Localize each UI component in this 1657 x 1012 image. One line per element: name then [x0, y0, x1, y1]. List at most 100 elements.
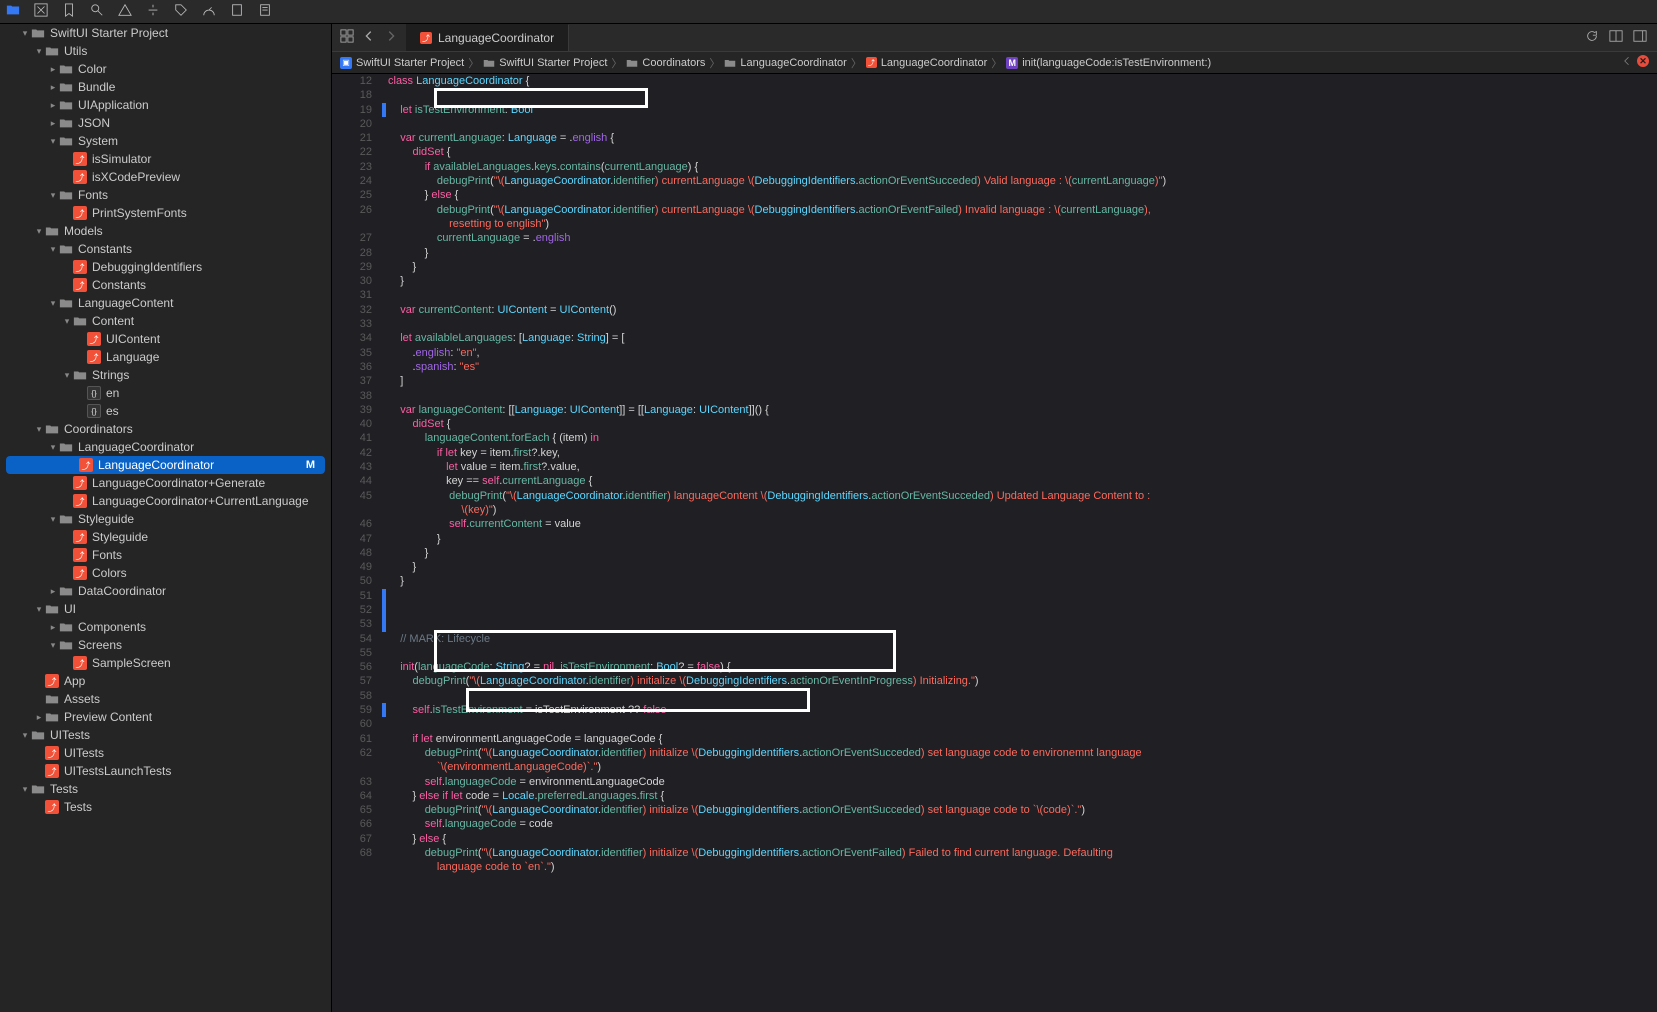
folder-icon: [58, 619, 74, 635]
tree-item-bundle[interactable]: ▸Bundle: [0, 78, 331, 96]
file-navigator[interactable]: ▾SwiftUI Starter Project▾Utils▸Color▸Bun…: [0, 24, 332, 1012]
tree-item-en[interactable]: {}en: [0, 384, 331, 402]
swift-icon: ⤴: [72, 151, 88, 167]
swift-icon: ⤴: [72, 565, 88, 581]
tree-item-tests[interactable]: ⤴Tests: [0, 798, 331, 816]
tree-item-label: Constants: [92, 278, 325, 292]
close-x-icon[interactable]: [34, 3, 48, 20]
tree-item-language[interactable]: ⤴Language: [0, 348, 331, 366]
bookmark-icon[interactable]: [62, 3, 76, 20]
folder-icon: [58, 133, 74, 149]
split-icon[interactable]: [1609, 29, 1623, 46]
tree-item-datacoordinator[interactable]: ▸DataCoordinator: [0, 582, 331, 600]
tree-item-preview-content[interactable]: ▸Preview Content: [0, 708, 331, 726]
forward-icon[interactable]: [384, 29, 398, 46]
tree-item-languagecoordinator-generate[interactable]: ⤴LanguageCoordinator+Generate: [0, 474, 331, 492]
tag-icon[interactable]: [174, 3, 188, 20]
breadcrumb-seg[interactable]: ▣SwiftUI Starter Project: [340, 57, 464, 69]
tree-item-isxcodepreview[interactable]: ⤴isXCodePreview: [0, 168, 331, 186]
panel-icon[interactable]: [1633, 29, 1647, 46]
tree-item-label: Coordinators: [64, 422, 325, 436]
tree-item-label: SwiftUI Starter Project: [50, 26, 325, 40]
folder-icon: [58, 439, 74, 455]
search-icon[interactable]: [90, 3, 104, 20]
swift-icon: ⤴: [78, 457, 94, 473]
tree-item-swiftui-starter-project[interactable]: ▾SwiftUI Starter Project: [0, 24, 331, 42]
tree-item-label: Strings: [92, 368, 325, 382]
tree-item-samplescreen[interactable]: ⤴SampleScreen: [0, 654, 331, 672]
tree-item-screens[interactable]: ▾Screens: [0, 636, 331, 654]
tree-item-label: Language: [106, 350, 325, 364]
tree-item-uiapplication[interactable]: ▸UIApplication: [0, 96, 331, 114]
tree-item-label: LanguageContent: [78, 296, 325, 310]
swift-icon: ⤴: [72, 259, 88, 275]
tree-item-styleguide[interactable]: ▾Styleguide: [0, 510, 331, 528]
refresh-icon[interactable]: [1585, 29, 1599, 46]
clipboard-icon[interactable]: [230, 3, 244, 20]
tree-item-printsystemfonts[interactable]: ⤴PrintSystemFonts: [0, 204, 331, 222]
tree-item-languagecoordinator[interactable]: ▾LanguageCoordinator: [0, 438, 331, 456]
tree-item-fonts[interactable]: ▾Fonts: [0, 186, 331, 204]
tree-item-issimulator[interactable]: ⤴isSimulator: [0, 150, 331, 168]
folder-icon: [58, 511, 74, 527]
tree-item-es[interactable]: {}es: [0, 402, 331, 420]
grid-icon[interactable]: [340, 29, 354, 46]
warning-icon[interactable]: [118, 3, 132, 20]
breadcrumb-seg[interactable]: LanguageCoordinator: [724, 57, 846, 69]
prev-icon[interactable]: [1621, 55, 1633, 70]
tree-item-fonts[interactable]: ⤴Fonts: [0, 546, 331, 564]
tree-item-coordinators[interactable]: ▾Coordinators: [0, 420, 331, 438]
tree-item-label: UIContent: [106, 332, 325, 346]
back-icon[interactable]: [362, 29, 376, 46]
tree-item-json[interactable]: ▸JSON: [0, 114, 331, 132]
tab-label: LanguageCoordinator: [438, 31, 554, 45]
swift-icon: ⤴: [72, 547, 88, 563]
speed-icon[interactable]: [202, 3, 216, 20]
tree-item-uicontent[interactable]: ⤴UIContent: [0, 330, 331, 348]
folder-icon: [44, 601, 60, 617]
folder-icon[interactable]: [6, 3, 20, 20]
tree-item-assets[interactable]: Assets: [0, 690, 331, 708]
swift-icon: ⤴: [44, 673, 60, 689]
tree-item-app[interactable]: ⤴App: [0, 672, 331, 690]
breadcrumb: ▣SwiftUI Starter Project〉SwiftUI Starter…: [332, 52, 1657, 74]
breadcrumb-seg[interactable]: Minit(languageCode:isTestEnvironment:): [1006, 57, 1211, 69]
tree-item-uitestslaunchtests[interactable]: ⤴UITestsLaunchTests: [0, 762, 331, 780]
tree-item-components[interactable]: ▸Components: [0, 618, 331, 636]
tree-item-color[interactable]: ▸Color: [0, 60, 331, 78]
tree-item-models[interactable]: ▾Models: [0, 222, 331, 240]
tree-item-constants[interactable]: ⤴Constants: [0, 276, 331, 294]
note-icon[interactable]: [258, 3, 272, 20]
modified-badge: M: [306, 459, 315, 471]
folder-icon: [58, 187, 74, 203]
tree-item-styleguide[interactable]: ⤴Styleguide: [0, 528, 331, 546]
tree-item-label: Styleguide: [92, 530, 325, 544]
tree-item-label: Bundle: [78, 80, 325, 94]
debug-icon[interactable]: [146, 3, 160, 20]
tree-item-debuggingidentifiers[interactable]: ⤴DebuggingIdentifiers: [0, 258, 331, 276]
tree-item-languagecoordinator-currentlanguage[interactable]: ⤴LanguageCoordinator+CurrentLanguage: [0, 492, 331, 510]
tree-item-constants[interactable]: ▾Constants: [0, 240, 331, 258]
tree-item-languagecontent[interactable]: ▾LanguageContent: [0, 294, 331, 312]
folder-icon: [58, 79, 74, 95]
tree-item-label: Screens: [78, 638, 325, 652]
tree-item-strings[interactable]: ▾Strings: [0, 366, 331, 384]
tree-item-label: UITestsLaunchTests: [64, 764, 325, 778]
tree-item-label: DataCoordinator: [78, 584, 325, 598]
breadcrumb-seg[interactable]: Coordinators: [626, 57, 705, 69]
tree-item-languagecoordinator[interactable]: ⤴LanguageCoordinatorM: [6, 456, 325, 474]
tree-item-content[interactable]: ▾Content: [0, 312, 331, 330]
tree-item-colors[interactable]: ⤴Colors: [0, 564, 331, 582]
breadcrumb-seg[interactable]: SwiftUI Starter Project: [483, 57, 607, 69]
tree-item-uitests[interactable]: ▾UITests: [0, 726, 331, 744]
error-close-icon[interactable]: ✕: [1637, 55, 1649, 67]
tree-item-uitests[interactable]: ⤴UITests: [0, 744, 331, 762]
breadcrumb-seg[interactable]: ⤴LanguageCoordinator: [866, 57, 987, 69]
code-editor[interactable]: 1218192021222324252627282930313233343536…: [332, 74, 1657, 1012]
tab-languagecoordinator[interactable]: ⤴ LanguageCoordinator: [406, 24, 569, 51]
tree-item-ui[interactable]: ▾UI: [0, 600, 331, 618]
tree-item-system[interactable]: ▾System: [0, 132, 331, 150]
tree-item-tests[interactable]: ▾Tests: [0, 780, 331, 798]
tree-item-utils[interactable]: ▾Utils: [0, 42, 331, 60]
tree-item-label: en: [106, 386, 325, 400]
